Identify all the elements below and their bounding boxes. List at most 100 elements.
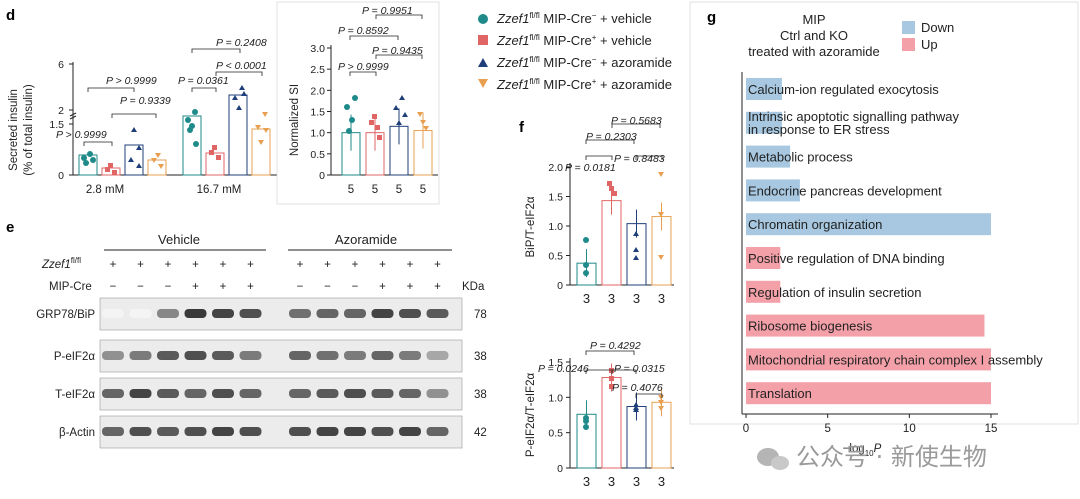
- blot-band: [129, 427, 152, 436]
- f-point: [609, 186, 614, 191]
- blot-band: [426, 427, 449, 436]
- blot-band: [184, 309, 207, 318]
- blot-band: [129, 389, 152, 398]
- panel-e: e Vehicle Azoramide Zzef1fl/fl MIP-Cre K…: [6, 219, 487, 449]
- f-point: [609, 384, 614, 389]
- f-point: [658, 255, 664, 260]
- pval-d: P = 0.0361: [178, 75, 229, 87]
- bar-d-aza-wt-high: [228, 94, 248, 176]
- blot-band: [399, 427, 421, 436]
- pval-f: P = 0.8483: [614, 153, 665, 165]
- si-point: [377, 135, 382, 140]
- term-label: Calcium-ion regulated exocytosis: [748, 82, 939, 97]
- term-bar: [746, 280, 781, 303]
- f-n-label: 3: [658, 291, 665, 306]
- si-point: [352, 95, 358, 101]
- f-ytick: 1.5: [548, 192, 563, 204]
- f-point: [583, 270, 589, 276]
- pval-d: P < 0.0001: [216, 60, 267, 72]
- g-xtick: 5: [824, 423, 830, 435]
- blot-band: [184, 351, 207, 360]
- blot-band: [102, 389, 124, 398]
- blot-band: [157, 427, 179, 436]
- si-n-label: 5: [348, 184, 354, 196]
- blot-band: [239, 389, 262, 398]
- f-point: [607, 181, 612, 186]
- band-name: P-eIF2α: [54, 351, 96, 363]
- g-xlabel: −log10P: [843, 443, 882, 458]
- bar-d-vehicle-wt-high: [182, 115, 202, 176]
- bar-d-aza-ko-low: [147, 159, 167, 176]
- term-label: Chromatin organization: [748, 217, 882, 232]
- f-point: [633, 247, 639, 252]
- bar-d-aza-ko-high: [251, 128, 271, 176]
- blot-band: [129, 351, 152, 360]
- lane-sign: −: [297, 281, 304, 293]
- f-point: [609, 376, 614, 381]
- blot-band: [212, 389, 234, 398]
- si-point: [349, 117, 355, 123]
- blot-band: [184, 427, 207, 436]
- panel-d-ytick: 0: [58, 170, 64, 182]
- pval-si: P = 0.9435: [372, 45, 423, 57]
- bar-d-vehicle-ko-low: [101, 167, 121, 176]
- blot-band: [184, 389, 207, 398]
- blot-band: [371, 427, 394, 436]
- f-point: [658, 212, 664, 217]
- pval-f: P = 0.0315: [614, 363, 665, 375]
- legend-up-label: Up: [921, 37, 938, 52]
- blot-band: [316, 389, 339, 398]
- si-ytick: 2.0: [310, 85, 325, 97]
- term-label: Mitochondrial respiratory chain complex …: [748, 352, 1043, 367]
- si-point: [420, 120, 426, 125]
- axis-break-icon: [69, 112, 77, 120]
- term-bar: [746, 78, 782, 100]
- si-point: [417, 112, 423, 117]
- blot-band: [426, 389, 449, 398]
- f-point: [658, 172, 664, 177]
- lane-sign: −: [110, 281, 117, 293]
- lane-sign: +: [137, 259, 144, 271]
- lane-sign: +: [434, 281, 441, 293]
- lane-sign: +: [247, 281, 254, 293]
- panel-g-label: g: [707, 9, 716, 26]
- g-title: MIP: [802, 12, 825, 27]
- pval-f: P = 0.4076: [612, 382, 663, 394]
- watermark-text: 公众号 · 新使生物: [796, 443, 987, 471]
- f-point: [583, 424, 589, 430]
- f-point: [633, 402, 639, 407]
- lane-sign: −: [352, 281, 359, 293]
- f-point: [658, 395, 664, 400]
- lane-sign: −: [324, 281, 331, 293]
- term-bar: [746, 247, 781, 269]
- f-n-label: 3: [658, 474, 665, 489]
- panel-d-ylabel-1: Secreted insulin: [8, 89, 20, 171]
- f-point: [583, 237, 589, 243]
- si-point: [372, 114, 377, 119]
- group-label: 16.7 mM: [197, 184, 242, 196]
- lane-sign: −: [137, 281, 144, 293]
- si-point: [375, 125, 380, 130]
- f-ytick: 0.5: [548, 251, 563, 263]
- legend-item: Zzef1fl/fl MIP-Cre− + vehicle: [496, 11, 652, 26]
- term-bar: [746, 348, 991, 371]
- blot-band: [371, 309, 394, 318]
- blot-band: [426, 309, 449, 318]
- legend-item: Zzef1fl/fl MIP-Cre+ + azoramide: [496, 77, 672, 92]
- f-point: [658, 400, 664, 405]
- legend-marker-icon: [478, 58, 488, 67]
- blot-band: [371, 389, 394, 398]
- blot-band: [289, 389, 311, 398]
- mipcre-row-label: MIP-Cre: [49, 281, 92, 293]
- pval-d: P > 0.9999: [106, 75, 157, 87]
- si-ylabel: Normalized SI: [289, 84, 301, 156]
- panel-g: g MIP Ctrl and KO treated with azoramide…: [689, 1, 1079, 458]
- f-n-label: 3: [608, 291, 615, 306]
- pval-d: P = 0.9339: [120, 95, 171, 107]
- blot-band: [426, 351, 449, 360]
- si-ytick: 0: [319, 170, 325, 182]
- lane-sign: +: [407, 281, 414, 293]
- pval-d: P = 0.2408: [216, 37, 267, 49]
- g-title: treated with azoramide: [748, 44, 880, 59]
